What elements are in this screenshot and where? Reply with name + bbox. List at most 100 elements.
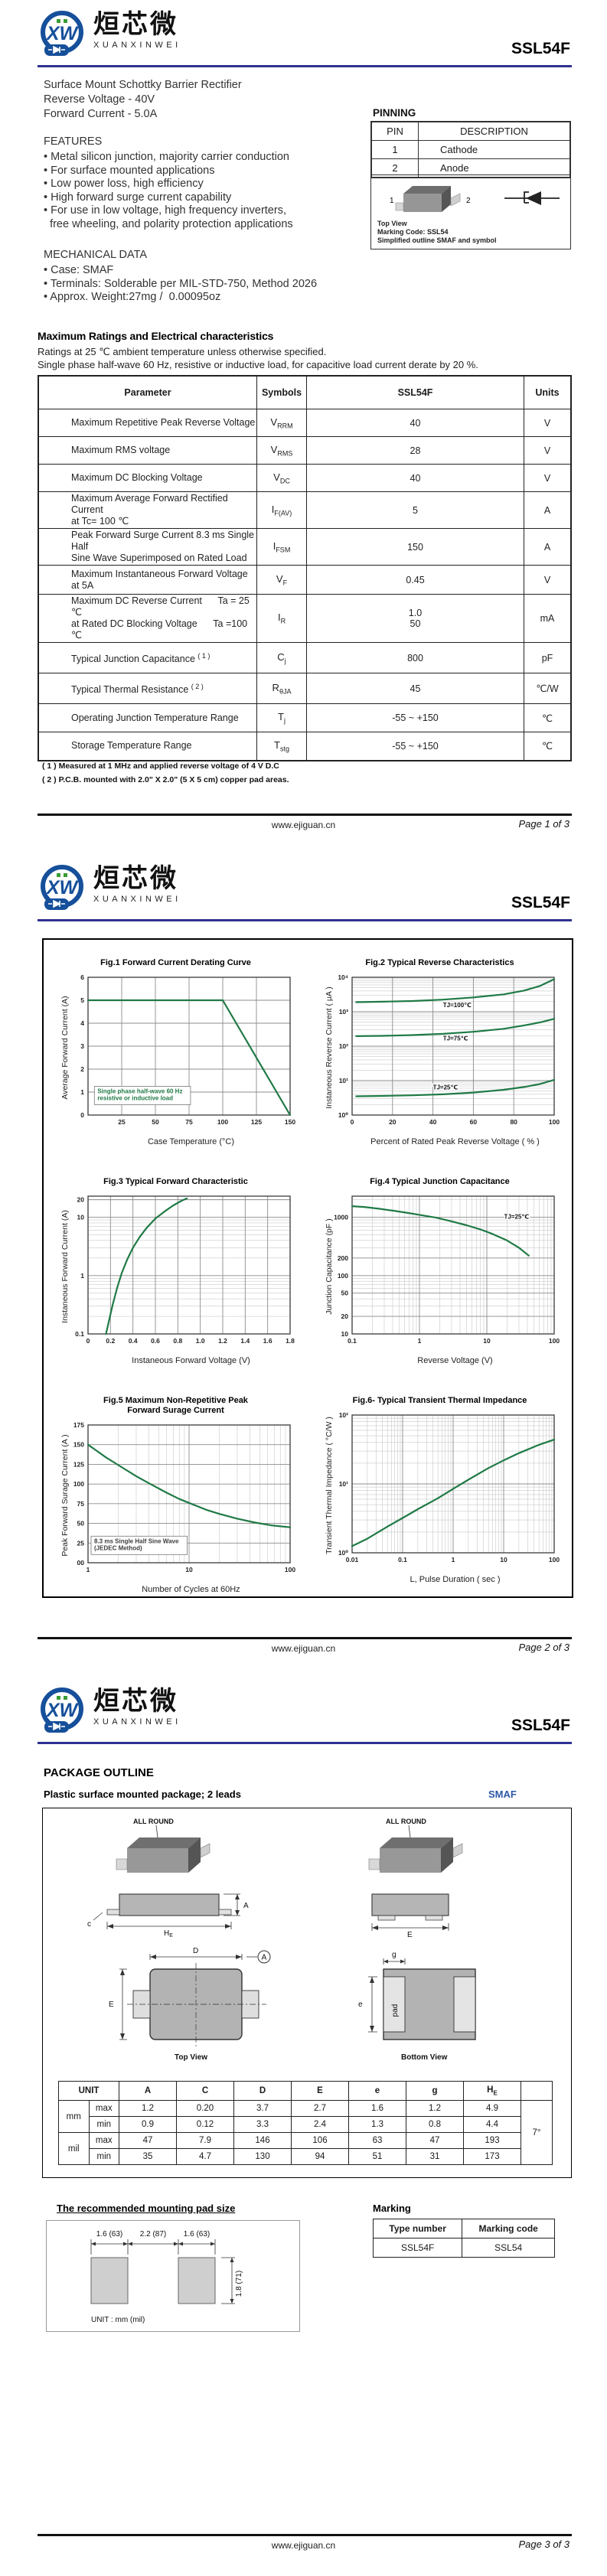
svg-text:5: 5 <box>80 996 84 1004</box>
table-row: Maximum Repetitive Peak Reverse Voltage … <box>38 409 572 437</box>
param-label: Maximum Repetitive Peak Reverse Voltage <box>71 417 256 428</box>
brand-logo: XW 烜芯微 XUANXINWEI <box>38 1686 181 1736</box>
svg-text:1.4: 1.4 <box>240 1337 250 1345</box>
pinning-table: PIN DESCRIPTION 1 Cathode 2 Anode <box>370 121 571 178</box>
fig4-y-axis-label: Junction Capacitance (pF ) <box>324 1218 334 1315</box>
svg-text:25: 25 <box>77 1539 84 1547</box>
table-row: Maximum RMS voltage VRMS 28 V <box>38 436 572 465</box>
part-number-heading: SSL54F <box>511 40 570 57</box>
svg-text:100: 100 <box>284 1566 295 1573</box>
dim-c-label: c <box>87 1920 91 1929</box>
unit-mm: mm <box>58 2100 90 2133</box>
svg-text:0: 0 <box>80 1111 84 1119</box>
svg-text:0.1: 0.1 <box>75 1330 84 1338</box>
dimension-header-row: UNIT A C D E e g HE <box>58 2081 553 2101</box>
header-rule <box>38 919 572 921</box>
fig3-plot: 0 0.2 0.4 0.6 0.8 1.0 1.2 1.4 1.6 1.8 0.1 1 10 20 <box>75 1195 295 1345</box>
mechanical-item: • Case: SMAF <box>44 264 114 276</box>
fig4-x-axis-label: Reverse Voltage (V) <box>417 1356 493 1365</box>
top-view-label: Top View <box>175 2053 207 2062</box>
feature-item: • Low power loss, high efficiency <box>44 178 204 190</box>
svg-text:0.4: 0.4 <box>128 1337 137 1345</box>
param-label: Maximum DC Blocking Voltage <box>71 472 203 483</box>
dim-col-angle <box>521 2081 553 2101</box>
type-number-value: SSL54F <box>372 2238 463 2258</box>
svg-text:10: 10 <box>185 1566 193 1573</box>
pad-dim-right: 1.8 (71) <box>235 2271 243 2297</box>
svg-text:125: 125 <box>73 1460 83 1468</box>
brand-logo-icon: XW <box>41 1687 83 1733</box>
mounting-pad-svg: 1.6 (63) 2.2 (87) 1.6 (63) 1.8 (71) UNIT… <box>90 2230 243 2324</box>
symbol: Tstg <box>256 732 307 761</box>
unit: pF <box>524 642 572 673</box>
value: 0.45 <box>306 565 524 595</box>
table-row: 1 Cathode <box>370 140 571 159</box>
site-url: www.ejiguan.cn <box>271 1643 336 1654</box>
footnotes: ( 1 ) Measured at 1 MHz and applied reve… <box>42 759 289 787</box>
param-label: Typical Junction Capacitance <box>71 654 198 665</box>
unit: mA <box>524 594 572 643</box>
footer-rule <box>38 814 572 816</box>
dim-e-pad-label: e <box>358 2000 363 2009</box>
footnote: ( 2 ) P.C.B. mounted with 2.0" X 2.0" (5… <box>42 775 289 784</box>
marking-code-header: Marking code <box>462 2219 555 2239</box>
svg-text:10²: 10² <box>338 1411 348 1419</box>
table-row: Peak Forward Surge Current 8.3 ms Single… <box>38 528 572 566</box>
brand-logo: XW 烜芯微 XUANXINWEI <box>38 9 181 60</box>
svg-text:10⁰: 10⁰ <box>338 1549 348 1557</box>
brand-name-cn: 烜芯微 <box>93 1687 178 1716</box>
mounting-pad-heading: The recommended mounting pad size <box>57 2203 236 2214</box>
intro-line: Forward Current - 5.0A <box>44 108 158 120</box>
svg-text:1.8: 1.8 <box>286 1337 295 1345</box>
unit-header: UNIT <box>58 2081 119 2101</box>
page-number: Page 3 of 3 <box>518 2539 570 2550</box>
svg-text:1: 1 <box>417 1337 421 1345</box>
feature-item: • Metal silicon junction, majority carri… <box>44 151 289 163</box>
datum-a-label: A <box>262 1954 267 1962</box>
dim-g-label: g <box>392 1951 397 1959</box>
ratings-table: Parameter Symbols SSL54F Units Maximum R… <box>38 375 572 761</box>
svg-text:1.6: 1.6 <box>263 1337 272 1345</box>
svg-text:50: 50 <box>152 1118 159 1126</box>
fig6-x-axis-label: L, Pulse Duration ( sec ) <box>410 1575 501 1584</box>
unit: V <box>524 409 572 437</box>
svg-text:100: 100 <box>217 1118 227 1126</box>
pad-dim-top: 1.6 (63) <box>184 2230 210 2239</box>
fig5-x-axis-label: Number of Cycles at 60Hz <box>142 1585 240 1594</box>
svg-text:0.01: 0.01 <box>345 1556 358 1564</box>
table-row: min 0.9 0.12 3.3 2.4 1.3 0.8 4.4 <box>59 2116 553 2133</box>
mounting-pad-drawing: 1.6 (63) 2.2 (87) 1.6 (63) 1.8 (71) UNIT… <box>46 2220 300 2332</box>
svg-text:0.1: 0.1 <box>348 1337 357 1345</box>
fig3-forward-characteristic-chart: Fig.3 Typical Forward Characteristic Ins… <box>44 1159 308 1378</box>
package-caption-line: Marking Code: SSL54 <box>377 228 449 236</box>
unit: A <box>524 491 572 529</box>
svg-text:XW: XW <box>45 877 80 898</box>
svg-text:20: 20 <box>77 1196 84 1204</box>
param-label: Maximum Instantaneous Forward Voltage at… <box>71 568 251 591</box>
pin-description: Cathode <box>418 140 571 159</box>
table-row: mm max 1.2 0.20 3.7 2.7 1.6 1.2 4.9 7° <box>58 2100 553 2165</box>
svg-text:200: 200 <box>337 1254 348 1262</box>
marking-heading: Marking <box>373 2203 411 2214</box>
svg-text:75: 75 <box>185 1118 193 1126</box>
feature-item: • For use in low voltage, high frequency… <box>44 204 286 217</box>
page-number: Page 2 of 3 <box>518 1642 570 1653</box>
param-label: Storage Temperature Range <box>71 740 192 752</box>
type-number-header: Type number <box>372 2219 463 2239</box>
svg-text:60: 60 <box>469 1118 477 1126</box>
svg-text:80: 80 <box>510 1118 517 1126</box>
svg-text:20: 20 <box>389 1118 397 1126</box>
feature-item: free wheeling, and polarity protection a… <box>44 217 293 230</box>
features-heading: FEATURES <box>44 135 103 148</box>
fig1-y-axis-label: Average Forward Current (A) <box>60 996 70 1100</box>
intro-line: Reverse Voltage - 40V <box>44 93 155 106</box>
dim-col: A <box>119 2081 177 2101</box>
value: 40 <box>306 409 524 437</box>
symbol: VRMS <box>256 436 307 465</box>
svg-text:10⁴: 10⁴ <box>338 973 348 981</box>
unit: A <box>524 528 572 566</box>
package-name: SMAF <box>488 1789 517 1800</box>
svg-text:150: 150 <box>73 1441 83 1449</box>
svg-text:3: 3 <box>80 1042 84 1050</box>
pin-col-header: PIN <box>370 121 419 141</box>
